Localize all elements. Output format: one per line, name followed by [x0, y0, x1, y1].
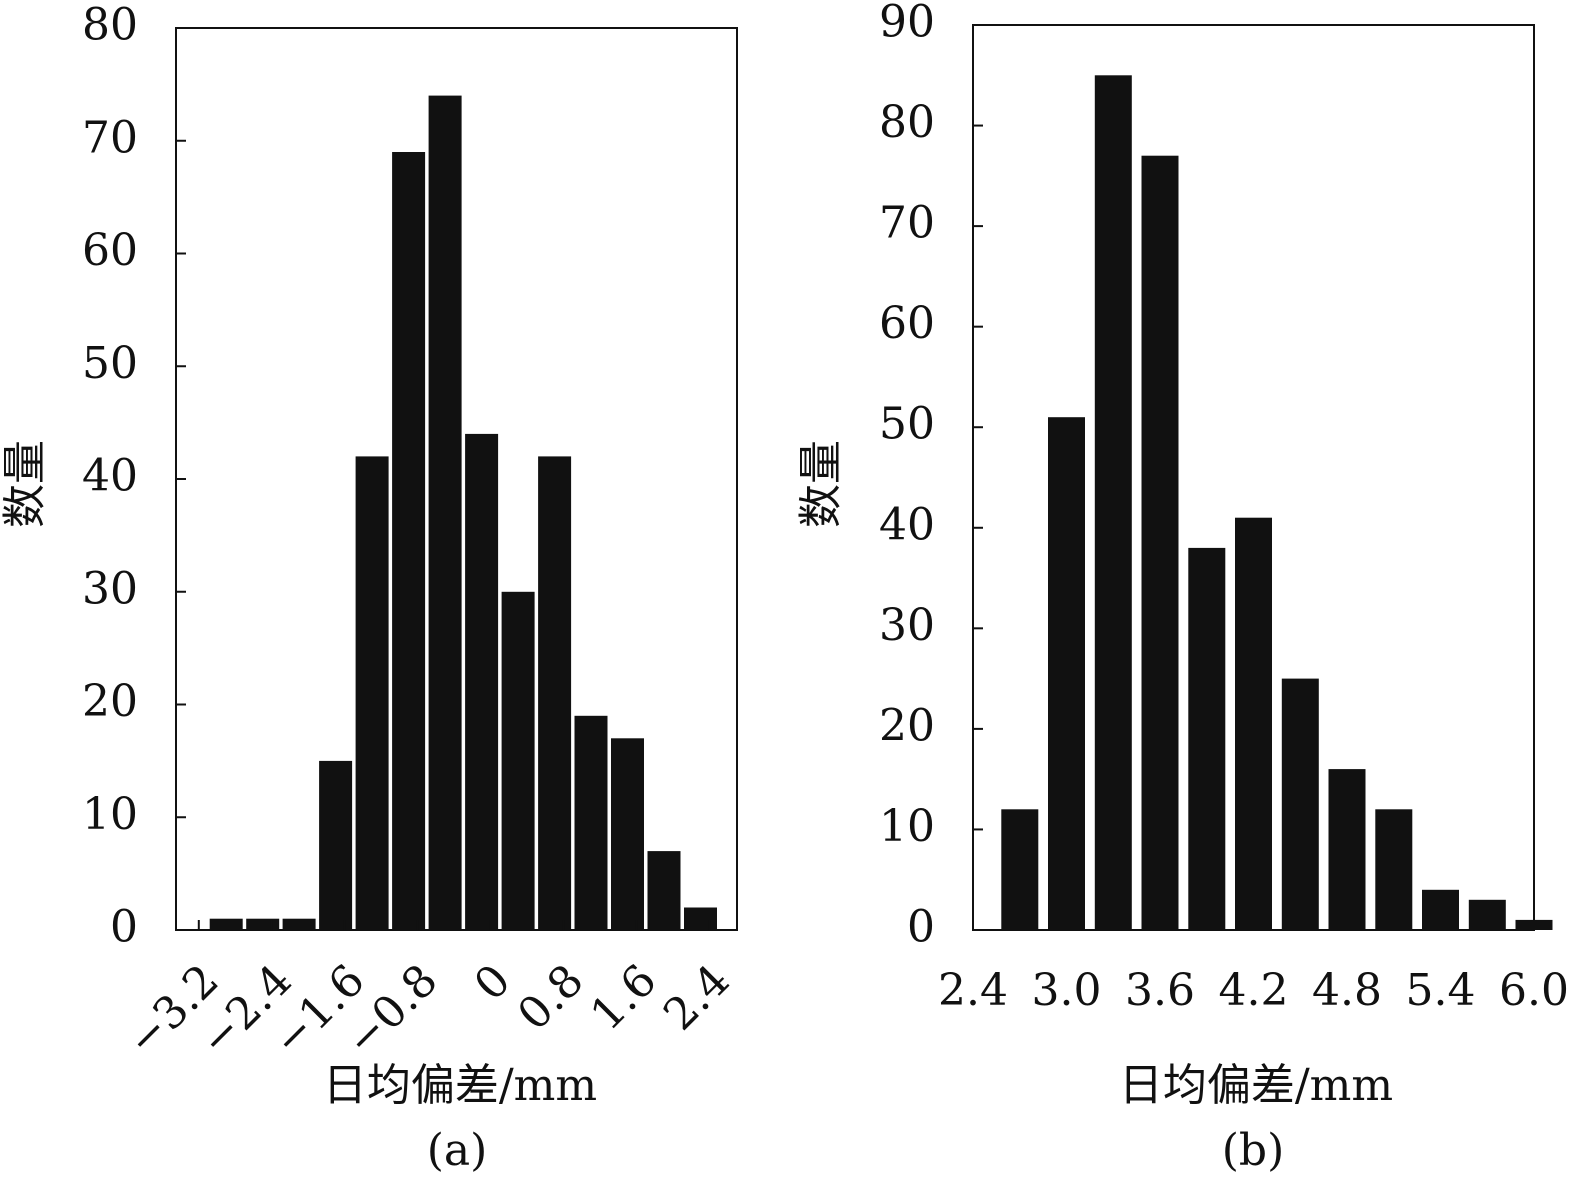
y-tick-label-b-2: 20: [879, 700, 935, 751]
y-tick-label-a-8: 80: [82, 0, 138, 51]
y-tick-label-b-5: 50: [879, 399, 935, 450]
bar-a-2: [282, 918, 316, 930]
bar-b-7: [1328, 769, 1366, 930]
y-axis-title-a: 数量: [0, 440, 51, 528]
y-tick-label-b-7: 70: [879, 198, 935, 249]
bar-b-6: [1281, 678, 1319, 930]
bar-a-6: [428, 95, 462, 931]
x-axis-title-b: 日均偏差/mm: [1119, 1060, 1393, 1111]
x-tick-label-b-4: 4.8: [1312, 965, 1382, 1016]
y-axis-title-b: 数量: [796, 440, 847, 528]
bar-a-7: [465, 433, 499, 930]
bar-a-10: [574, 715, 608, 930]
y-tick-label-b-0: 0: [907, 902, 935, 953]
bar-a-13: [684, 907, 717, 930]
bar-a-5: [392, 152, 426, 930]
y-tick-label-a-4: 40: [82, 451, 138, 502]
bar-b-2: [1094, 75, 1132, 931]
y-tick-label-a-3: 30: [82, 563, 138, 614]
y-tick-label-a-2: 20: [82, 676, 138, 727]
bar-b-3: [1141, 155, 1179, 930]
y-tick-label-a-1: 10: [82, 789, 138, 840]
y-tick-label-b-1: 10: [879, 801, 935, 852]
x-tick-label-a-6: 1.6: [581, 955, 667, 1041]
bar-a-0: [209, 918, 243, 930]
y-tick-label-a-5: 50: [82, 338, 138, 389]
bar-b-8: [1375, 809, 1413, 930]
panel-label-b: (b): [1222, 1125, 1285, 1176]
x-tick-label-a-5: 0.8: [508, 955, 594, 1041]
bar-a-12: [647, 851, 681, 930]
bar-b-1: [1048, 417, 1085, 930]
bar-a-9: [538, 456, 572, 930]
bar-a-11: [611, 738, 644, 930]
y-tick-label-a-0: 0: [110, 902, 138, 953]
y-tick-label-b-9: 90: [879, 0, 935, 48]
x-tick-label-b-3: 4.2: [1219, 965, 1289, 1016]
bar-a-1: [246, 918, 280, 930]
x-tick-label-a-7: 2.4: [654, 955, 740, 1041]
chart-panel-b: 0 10 20 30 40 50 60 70 80 90 2.4 3.0 3.6 4.2 4.8 5.4 6.0…: [796, 0, 1569, 1176]
x-tick-label-b-1: 3.0: [1032, 965, 1102, 1016]
y-tick-label-b-4: 40: [879, 499, 935, 550]
x-tick-label-b-2: 3.6: [1125, 965, 1195, 1016]
bar-b-10: [1468, 899, 1506, 930]
x-tick-label-b-0: 2.4: [938, 965, 1008, 1016]
y-tick-label-b-6: 60: [879, 298, 935, 349]
bar-a-4: [355, 456, 389, 930]
y-tick-label-b-8: 80: [879, 97, 935, 148]
y-tick-label-b-3: 30: [879, 600, 935, 651]
panel-label-a: (a): [427, 1125, 488, 1176]
x-tick-label-b-5: 5.4: [1406, 965, 1476, 1016]
bar-a-8: [501, 591, 535, 931]
bar-b-4: [1188, 547, 1226, 930]
bar-b-5: [1235, 517, 1272, 930]
x-axis-title-a: 日均偏差/mm: [323, 1060, 597, 1111]
x-tick-label-b-6: 6.0: [1499, 965, 1569, 1016]
bar-b-0: [1001, 809, 1039, 930]
bar-a-3: [319, 760, 353, 930]
y-tick-label-a-7: 70: [82, 112, 138, 163]
y-tick-label-a-6: 60: [82, 225, 138, 276]
